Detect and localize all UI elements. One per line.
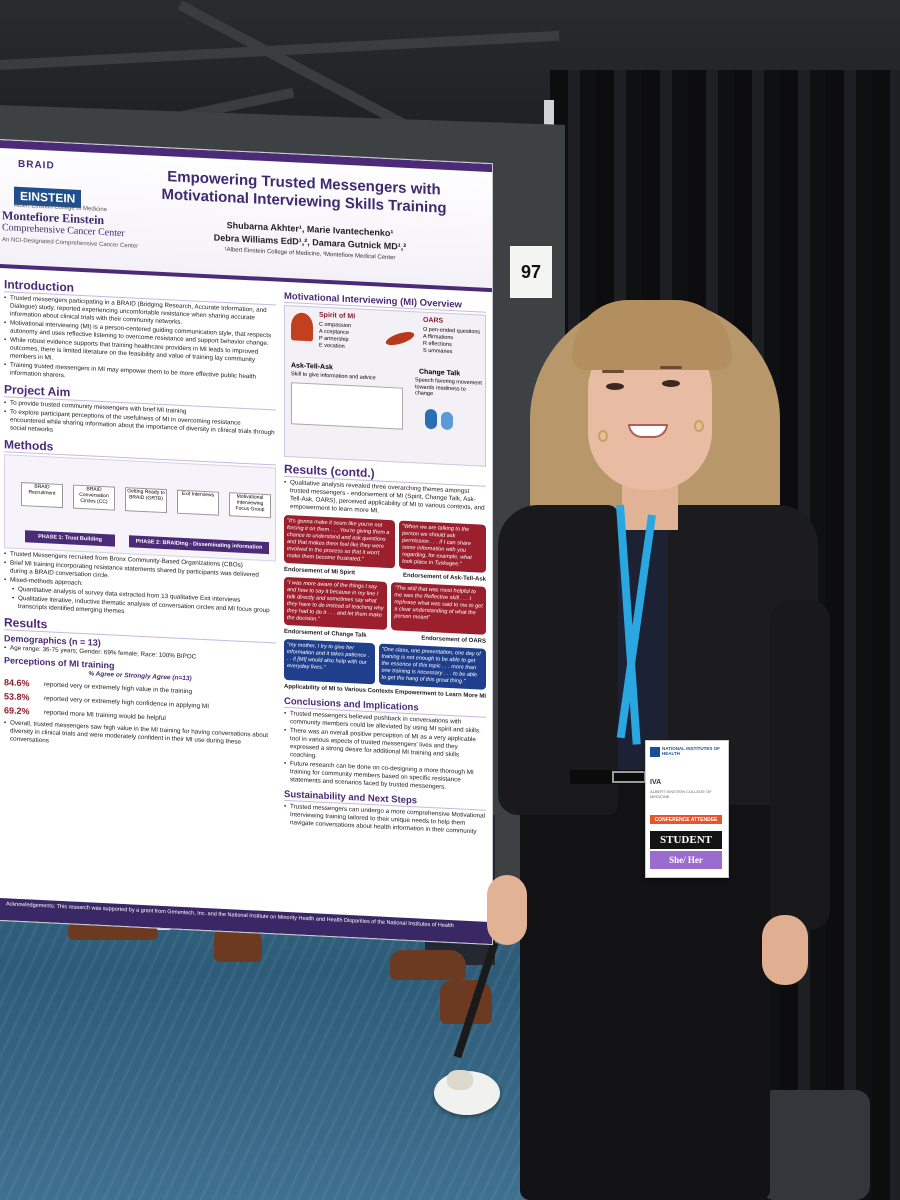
method-step: Getting Ready to BRAID (GRTB): [125, 487, 167, 514]
presenter-hand: [487, 875, 527, 945]
quote-bubble: "my mother, I try to give her informatio…: [284, 638, 375, 685]
stat-label: reported more MI training would be helpf…: [44, 708, 166, 722]
oars-heading: OARS: [423, 316, 444, 325]
presenter-hair-top: [572, 300, 732, 370]
mi-overview-diagram: Spirit of MI C ompassion A cceptance P a…: [284, 304, 486, 467]
people-icon: [425, 408, 437, 430]
methods-diagram: BRAID Recruitment BRAID Conversation Cir…: [4, 454, 276, 562]
ask-tell-ask-heading: Ask-Tell-Ask: [291, 362, 333, 372]
stat-percent: 53.8%: [4, 691, 30, 703]
oars-item: S ummaries: [423, 347, 453, 356]
spirit-heading: Spirit of MI: [319, 311, 356, 321]
presenter-jacket-left: [498, 505, 618, 815]
quote-row: "I was more aware of the things I say an…: [284, 574, 486, 638]
eye: [606, 383, 624, 390]
quote-bubble: "One class, one presentation, one day of…: [378, 643, 486, 690]
eyebrow: [602, 370, 624, 373]
quote-bubble: "It's gonna make it seem like you're not…: [284, 514, 396, 569]
method-step: Exit Interviews: [177, 489, 219, 516]
badge-logo-icon: [650, 747, 660, 757]
ask-tell-ask-flow: [291, 382, 403, 430]
visitor-shoe: [390, 950, 466, 980]
change-talk-heading: Change Talk: [419, 368, 461, 378]
stat-percent: 84.6%: [4, 677, 30, 689]
napkin: [447, 1070, 473, 1090]
poster-right-column: Motivational Interviewing (MI) Overview …: [284, 286, 486, 838]
braid-logo: BRAID: [18, 158, 55, 172]
board-number: 97: [510, 246, 552, 298]
eye: [662, 380, 680, 387]
presenter-arm: [770, 600, 830, 930]
badge-pronouns: She/ Her: [650, 851, 722, 869]
earring-icon: [598, 430, 608, 442]
method-step: BRAID Conversation Circles (CC): [73, 484, 115, 511]
presenter-hand: [762, 915, 808, 985]
badge-affiliation: ALBERT EINSTEIN COLLEGE OF MEDICINE: [650, 789, 712, 799]
quote-bubble: "When we are talking to the person we sh…: [399, 520, 486, 573]
research-poster: BRAID EINSTEIN Albert Einstein College o…: [0, 140, 492, 945]
method-step: BRAID Recruitment: [21, 482, 63, 509]
oars-list: O pen-ended questions A ffirmations R ef…: [423, 327, 480, 358]
stat-percent: 69.2%: [4, 705, 30, 717]
canoe-icon: [384, 329, 416, 348]
eyebrow: [660, 366, 682, 369]
change-talk-text: Speech favoring movement towards readine…: [415, 377, 482, 398]
people-icon: [441, 411, 453, 431]
method-step: Motivational Interviewing Focus Group: [229, 492, 271, 519]
spirit-list: C ompassion A cceptance P artnership E v…: [319, 322, 351, 352]
ask-tell-ask-text: Skill to give information and advice: [291, 371, 376, 382]
phase-1-label: PHASE 1: Trust Building: [25, 530, 115, 547]
badge-attendee-strip: CONFERENCE ATTENDEE: [650, 815, 722, 824]
poster-left-column: Introduction Trusted messengers particip…: [4, 272, 276, 757]
name-badge: NATIONAL INSTITUTES OF HEALTH IVA ALBERT…: [645, 740, 729, 878]
phase-2-label: PHASE 2: BRAIDing - Disseminating inform…: [129, 535, 269, 555]
quote-row: "It's gonna make it seem like you're not…: [284, 512, 486, 576]
badge-org: NATIONAL INSTITUTES OF HEALTH: [662, 746, 720, 756]
quote-bubble: "The skill that was most helpful to me w…: [391, 582, 486, 635]
badge-role: STUDENT: [650, 831, 722, 849]
badge-name: IVA: [650, 779, 662, 786]
stat-label: reported very or extremely high value in…: [44, 680, 193, 695]
backpack: [760, 1090, 870, 1200]
quote-bubble: "I was more aware of the things I say an…: [284, 576, 388, 630]
spirit-figure-icon: [291, 312, 313, 342]
earring-icon: [694, 420, 704, 432]
belt-buckle: [612, 771, 646, 783]
